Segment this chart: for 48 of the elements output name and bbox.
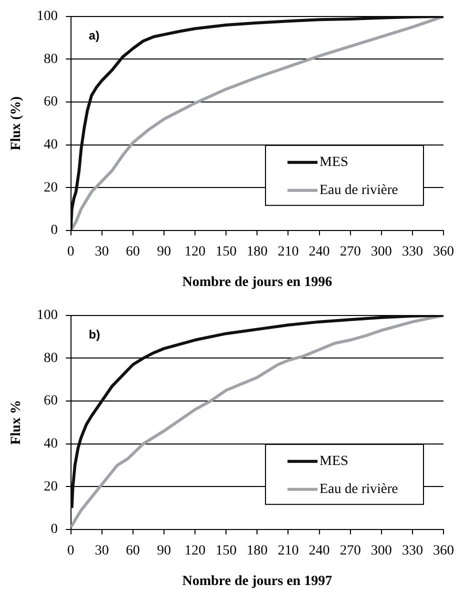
annotation: b): [88, 328, 100, 342]
legend-label: MES: [320, 454, 348, 470]
x-tick-label: 90: [156, 543, 171, 558]
x-tick-label: 300: [370, 543, 392, 558]
x-tick-label: 210: [278, 543, 299, 558]
annotation: a): [88, 28, 100, 43]
x-tick-label: 210: [278, 244, 299, 260]
x-tick-label: 270: [340, 543, 361, 558]
y-tick-label: 20: [44, 479, 58, 494]
y-axis-title: Flux (%): [9, 96, 24, 150]
y-tick-label: 60: [44, 394, 58, 409]
legend-label: Eau de rivière: [320, 482, 398, 498]
x-tick-label: 180: [246, 543, 268, 558]
x-axis-title: Nombre de jours en 1997: [182, 574, 332, 590]
x-tick-label: 270: [340, 244, 361, 260]
legend-label: Eau de rivière: [320, 183, 398, 198]
x-tick-label: 60: [126, 543, 140, 558]
x-tick-label: 150: [216, 244, 237, 260]
y-tick-label: 100: [36, 9, 58, 24]
x-tick-label: 0: [67, 244, 74, 260]
x-tick-label: 30: [94, 244, 109, 260]
x-tick-label: 90: [156, 244, 171, 260]
y-tick-label: 40: [44, 137, 58, 152]
y-tick-label: 100: [36, 308, 58, 324]
x-tick-label: 120: [184, 543, 206, 558]
x-axis-title: Nombre de jours en 1996: [182, 275, 332, 290]
x-tick-label: 330: [402, 244, 423, 260]
legend-label: MES: [320, 155, 348, 170]
x-tick-label: 60: [126, 244, 140, 260]
x-tick-label: 360: [433, 244, 454, 260]
x-tick-label: 120: [184, 244, 206, 260]
x-tick-label: 180: [246, 244, 268, 260]
x-tick-label: 30: [94, 543, 109, 558]
x-tick-label: 240: [308, 244, 330, 260]
x-tick-label: 150: [216, 543, 237, 558]
x-tick-label: 240: [308, 543, 330, 558]
x-tick-label: 0: [67, 543, 74, 558]
x-tick-label: 300: [370, 244, 392, 260]
y-tick-label: 80: [44, 52, 58, 67]
x-tick-label: 360: [433, 543, 454, 558]
y-axis-title: Flux %: [9, 400, 24, 445]
x-tick-label: 330: [402, 543, 423, 558]
y-tick-label: 0: [50, 522, 58, 538]
y-tick-label: 80: [44, 350, 58, 366]
y-tick-label: 40: [44, 436, 58, 452]
y-tick-label: 0: [50, 223, 58, 238]
y-tick-label: 60: [44, 94, 58, 110]
y-tick-label: 20: [44, 180, 58, 196]
